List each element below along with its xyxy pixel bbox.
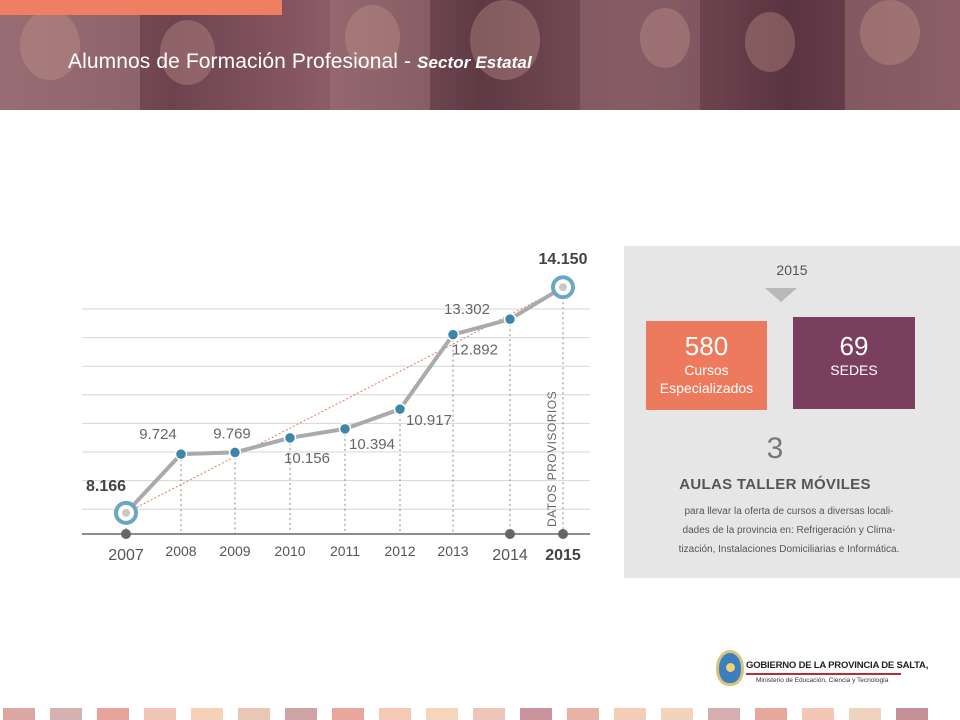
cursos-value: 580 [684,331,729,361]
cursos-box: 580 Cursos Especializados [646,321,767,410]
logo-ministry: Ministerio de Educación, Ciencia y Tecno… [756,677,889,684]
chart-grid [82,308,590,535]
banner-face [640,8,690,68]
data-label: 9.769 [213,425,251,442]
footer-stripe [473,708,505,720]
page-title: Alumnos de Formación Profesional - Secto… [68,50,532,74]
footer-stripe [520,708,552,720]
banner-photo [845,0,960,110]
footer-stripe [50,708,82,720]
banner-face [160,20,215,85]
header-banner: Alumnos de Formación Profesional - Secto… [0,0,960,110]
aulas-count: 3 [766,432,784,465]
aulas-title: AULAS TALLER MÓVILES [679,476,871,493]
banner-face [860,0,920,65]
page-title-sub: Sector Estatal [417,53,532,72]
accent-bar [0,0,282,15]
data-point-core [559,283,567,292]
data-point [228,446,242,459]
provincial-seal-icon [716,650,744,686]
footer-stripe [191,708,223,720]
footer-stripe [97,708,129,720]
data-point [503,312,517,326]
footer-stripe [802,708,834,720]
banner-photo [330,0,430,110]
down-arrow-icon [765,288,797,302]
data-label: 10.394 [349,436,395,453]
footer-stripe [379,708,411,720]
data-label: 13.302 [444,301,490,318]
banner-face [20,10,80,80]
banner-face [745,12,795,72]
x-tick-dot [121,529,131,539]
footer-stripe [708,708,740,720]
data-point [393,402,407,416]
banner-photo [0,0,140,110]
sedes-box: 69 SEDES [793,317,915,409]
aulas-description: para llevar la oferta de cursos a divers… [644,502,934,559]
footer-stripe [896,708,928,720]
footer-stripe [755,708,787,720]
data-point [174,447,188,461]
footer-stripe [614,708,646,720]
banner-face [345,5,400,70]
footer-stripe [426,708,458,720]
banner-face [470,0,540,80]
footer-stripe [238,708,270,720]
chart-annotation: DATOS PROVISORIOS [545,391,559,527]
data-label: 14.150 [539,251,588,268]
page-title-main: Alumnos de Formación Profesional - [68,50,417,73]
x-tick-label: 2014 [492,547,528,564]
data-point [338,422,352,436]
sedes-value: 69 [839,331,869,361]
x-tick-dot [558,529,568,539]
data-point [283,431,297,445]
footer-stripe [849,708,881,720]
government-logo: GOBIERNO DE LA PROVINCIA DE SALTA, Minis… [716,650,928,698]
aulas-desc-line: tización, Instalaciones Domiciliarias e … [678,544,900,555]
x-tick-label: 2013 [437,543,468,559]
chart-x-ticks: 2007 2008 2009 2010 2011 2012 2013 2014 2015 [108,529,581,564]
footer-stripe [285,708,317,720]
chart-data-labels: 8.166 9.724 9.769 10.156 10.394 10.917 12.892 1… [86,251,588,495]
stats-panel: 2015 580 Cursos Especializados 69 SEDES … [624,246,960,578]
footer-stripes [0,708,960,720]
aulas-desc-line: dades de la provincia en: Refrigeración … [682,525,896,536]
cursos-label-1: Cursos [684,362,729,378]
logo-government-name: GOBIERNO DE LA PROVINCIA DE SALTA, [746,660,929,671]
data-label: 8.166 [86,478,126,495]
sedes-label: SEDES [830,362,878,378]
x-tick-label: 2007 [108,547,144,564]
x-tick-label: 2011 [330,543,360,559]
chart-series [114,275,575,525]
x-tick-dot [505,529,515,539]
data-label: 9.724 [139,426,177,443]
aulas-desc-line: para llevar la oferta de cursos a divers… [684,506,894,517]
x-tick-label: 2010 [274,543,305,559]
data-label: 10.917 [406,412,452,429]
data-label: 10.156 [284,450,330,467]
x-tick-label: 2008 [165,543,196,559]
data-label: 12.892 [452,342,498,359]
cursos-label-2: Especializados [659,380,754,396]
x-tick-label: 2009 [219,543,250,559]
chart-droplines [125,287,564,534]
data-point [446,328,460,341]
footer-stripe [661,708,693,720]
logo-divider [746,673,901,675]
x-tick-label: 2015 [545,547,581,564]
footer-stripe [332,708,364,720]
panel-year: 2015 [776,262,808,278]
footer-stripe [567,708,599,720]
footer-stripe [3,708,35,720]
x-tick-label: 2012 [384,543,415,559]
data-point-core [122,508,130,517]
banner-photo [580,0,700,110]
footer-stripe [144,708,176,720]
